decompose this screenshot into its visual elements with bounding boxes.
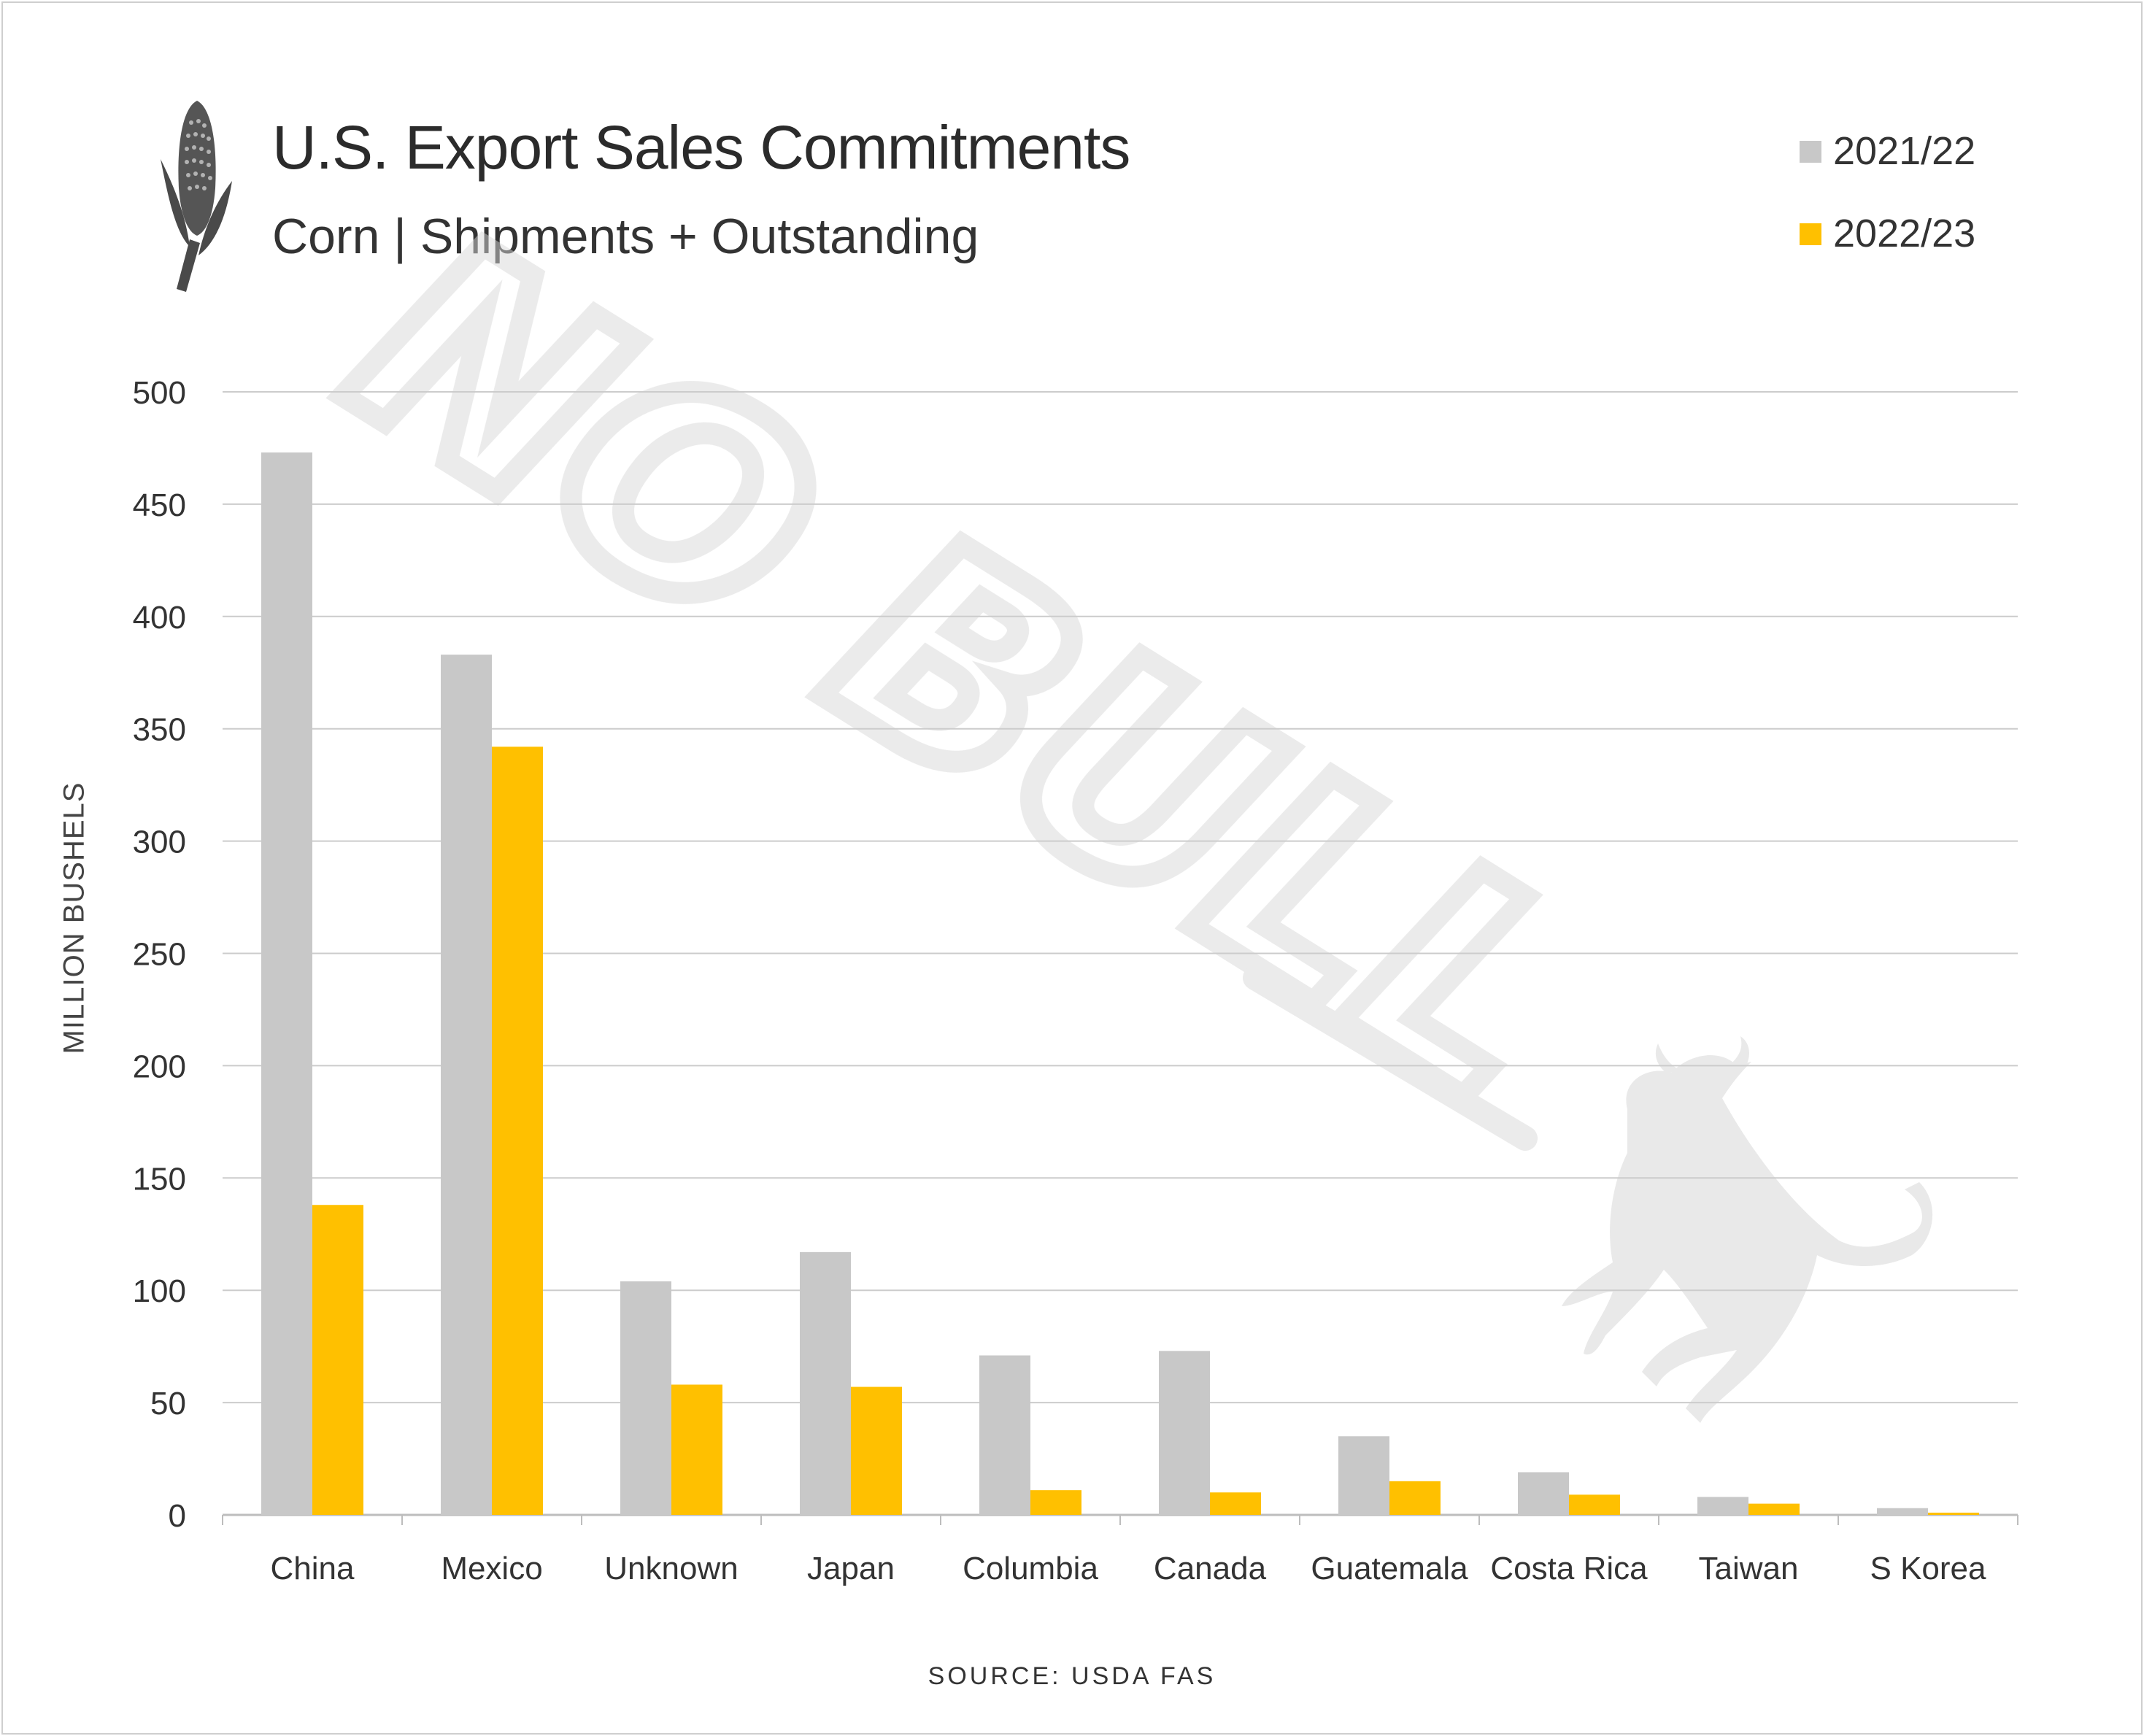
bar-china-2021-22	[261, 452, 312, 1516]
x-tick-label: Canada	[1154, 1551, 1267, 1586]
bar-s-korea-2021-22	[1877, 1508, 1928, 1515]
bull-icon	[1562, 1036, 1933, 1423]
y-tick-label: 200	[133, 1049, 186, 1084]
x-axis: China Mexico Unknown Japan Columbia Canada Gua…	[222, 1515, 2018, 1586]
chart-title: U.S. Export Sales Commitments	[272, 113, 1130, 182]
y-tick-label: 300	[133, 825, 186, 860]
x-tick-label: Columbia	[963, 1551, 1098, 1586]
y-axis-title: MILLION BUSHELS	[58, 782, 90, 1054]
bar-columbia-2022-23	[1030, 1490, 1081, 1515]
y-tick-label: 100	[133, 1273, 186, 1309]
y-tick-label: 400	[133, 600, 186, 636]
grid-lines	[223, 391, 2018, 1516]
x-tick-label: Mexico	[441, 1551, 542, 1586]
source-note: SOURCE: USDA FAS	[928, 1662, 1216, 1690]
legend-swatch-2021-22	[1800, 141, 1821, 163]
bar-canada-2022-23	[1210, 1492, 1261, 1515]
corn-icon	[161, 101, 232, 292]
bar-japan-2021-22	[800, 1251, 851, 1515]
x-tick-label: Guatemala	[1311, 1551, 1468, 1586]
bar-japan-2022-23	[851, 1386, 902, 1515]
bar-columbia-2021-22	[979, 1355, 1030, 1515]
y-tick-label: 450	[133, 487, 186, 523]
bar-china-2022-23	[312, 1205, 363, 1515]
y-tick-label: 50	[150, 1386, 186, 1421]
bar-unknown-2021-22	[620, 1281, 671, 1515]
y-tick-label: 350	[133, 712, 186, 748]
y-tick-label: 0	[169, 1498, 186, 1534]
chart-subtitle: Corn | Shipments + Outstanding	[272, 209, 979, 264]
x-tick-label: Japan	[807, 1551, 895, 1586]
x-tick-label: Taiwan	[1699, 1551, 1799, 1586]
legend-swatch-2022-23	[1800, 223, 1821, 245]
bar-guatemala-2021-22	[1338, 1436, 1389, 1515]
bar-unknown-2022-23	[671, 1384, 722, 1515]
bars	[261, 452, 1979, 1516]
x-tick-label: S Korea	[1870, 1551, 1987, 1586]
x-tick-label: Unknown	[604, 1551, 738, 1586]
bar-mexico-2021-22	[441, 655, 492, 1515]
bar-costa-rica-2022-23	[1569, 1494, 1620, 1515]
x-tick-label: China	[271, 1551, 355, 1586]
bar-mexico-2022-23	[492, 747, 543, 1515]
y-tick-label: 500	[133, 375, 186, 411]
y-tick-labels: 0 50 100 150 200 250 300 350 400 450 500	[133, 375, 186, 1534]
y-tick-label: 250	[133, 937, 186, 973]
x-tick-label: Costa Rica	[1490, 1551, 1648, 1586]
y-tick-label: 150	[133, 1161, 186, 1197]
watermark: NO BULL	[292, 163, 1933, 1423]
bar-taiwan-2021-22	[1697, 1497, 1748, 1515]
legend-label-2021-22: 2021/22	[1833, 129, 1976, 173]
bar-costa-rica-2021-22	[1518, 1472, 1569, 1515]
legend-label-2022-23: 2022/23	[1833, 212, 1976, 255]
bar-canada-2021-22	[1159, 1351, 1210, 1515]
bar-s-korea-2022-23	[1928, 1512, 1979, 1515]
bar-guatemala-2022-23	[1389, 1481, 1441, 1515]
bar-taiwan-2022-23	[1748, 1503, 1800, 1515]
